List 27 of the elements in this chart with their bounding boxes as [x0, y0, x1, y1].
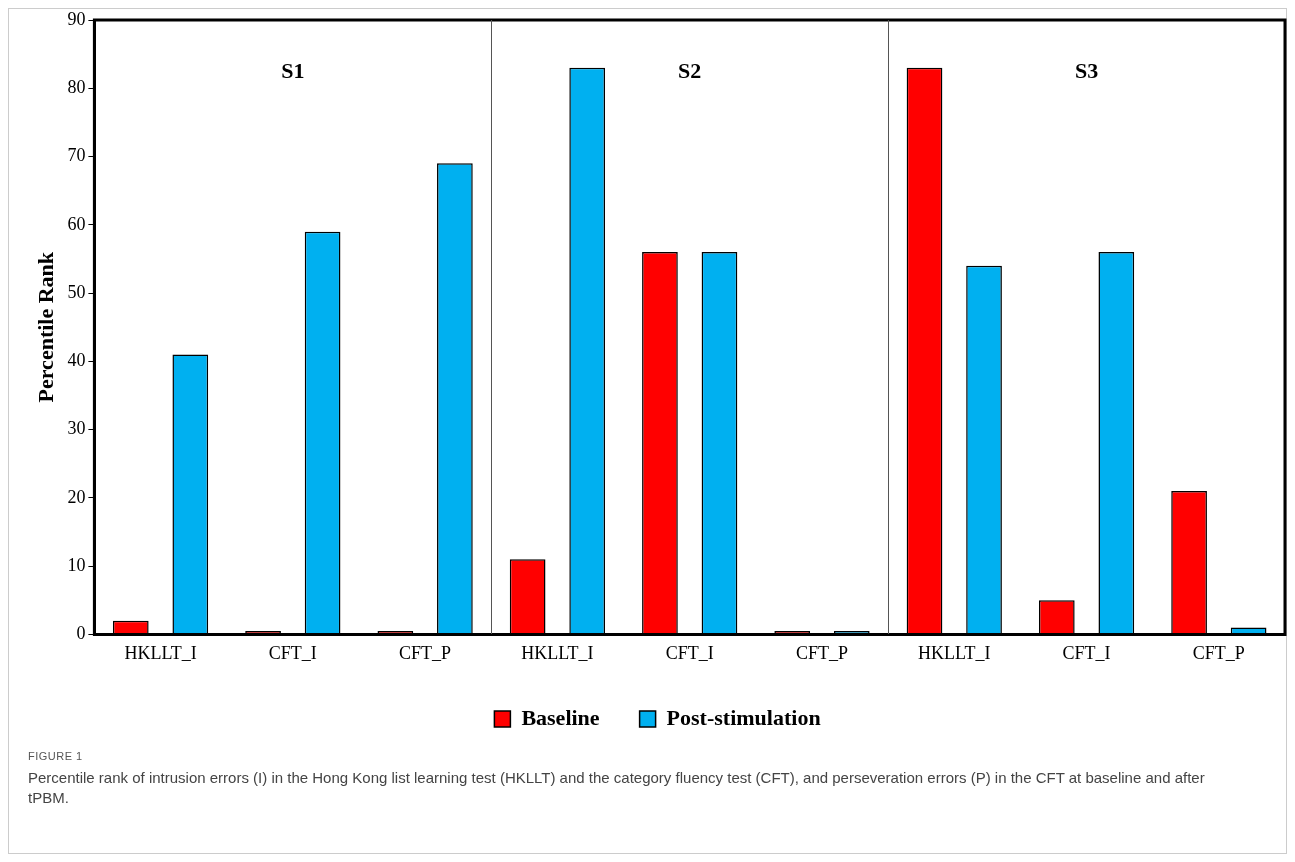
y-tick-label: 0: [76, 623, 86, 644]
y-tick-label: 80: [67, 77, 86, 97]
y-tick-label: 30: [67, 418, 86, 439]
y-tick-label: 10: [67, 554, 86, 575]
x-tick-label: HKLLT_I: [918, 642, 991, 663]
legend-label: Post-stimulation: [666, 704, 821, 730]
x-tick-label: HKLLT_I: [124, 642, 197, 663]
annotation: S2: [678, 57, 702, 83]
x-tick-label: CFT_I: [268, 642, 317, 663]
x-tick-label: CFT_I: [1062, 642, 1111, 663]
annotation: S3: [1074, 57, 1099, 83]
y-tick-label: 40: [67, 350, 86, 371]
y-tick-label: 20: [67, 486, 86, 507]
y-tick-label: 50: [67, 281, 86, 302]
x-tick-label: CFT_P: [399, 642, 452, 663]
annotation: S1: [281, 57, 305, 83]
y-tick-label: 90: [67, 8, 86, 29]
x-tick-label: CFT_P: [795, 642, 848, 663]
y-tick-label: 70: [67, 145, 86, 166]
y-axis-title: Percentile Rank: [32, 251, 58, 403]
text: Percentile rank of intrusion errors (I) in the Hong Kong list learning test (HKLLT) and the category fluency test (CFT), and perseveration errors (P) in the CFT at baseline and after tPBM.: [28, 768, 1206, 808]
x-tick-label: CFT_P: [1192, 642, 1245, 663]
x-tick-label: HKLLT_I: [521, 642, 594, 663]
x-tick-label: CFT_I: [665, 642, 714, 663]
legend-label: Baseline: [521, 704, 600, 730]
y-tick-label: 60: [67, 213, 86, 234]
caption: FIGURE 1: [28, 750, 83, 762]
